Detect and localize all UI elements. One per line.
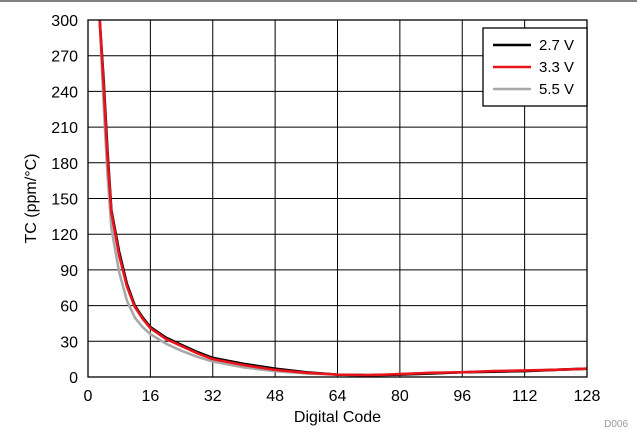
y-tick-label: 0 — [69, 370, 78, 387]
y-tick-label: 30 — [60, 334, 78, 351]
series-line-3-3-V — [98, 20, 587, 377]
y-tick-label: 240 — [51, 84, 78, 101]
x-tick-label: 128 — [574, 388, 601, 405]
y-tick-label: 210 — [51, 120, 78, 137]
x-tick-label: 64 — [329, 388, 347, 405]
y-tick-label: 150 — [51, 192, 78, 209]
legend-label: 5.5 V — [539, 81, 574, 98]
x-tick-label: 0 — [84, 388, 93, 405]
y-tick-label: 180 — [51, 156, 78, 173]
x-tick-label: 112 — [512, 388, 538, 405]
x-tick-label: 16 — [141, 388, 159, 405]
y-tick-label: 60 — [60, 299, 78, 316]
x-tick-label: 96 — [453, 388, 471, 405]
y-axis-title: TC (ppm/°C) — [23, 154, 40, 244]
y-tick-label: 120 — [51, 227, 78, 244]
y-tick-label: 270 — [51, 49, 78, 66]
legend: 2.7 V 3.3 V 5.5 V — [482, 27, 588, 107]
legend-label: 2.7 V — [539, 37, 574, 54]
legend-label: 3.3 V — [539, 59, 574, 76]
x-tick-labels: 0 16 32 48 64 80 96 112 128 — [84, 388, 601, 405]
y-tick-label: 90 — [60, 263, 78, 280]
y-tick-label: 300 — [51, 13, 78, 30]
figure-code: D006 — [604, 419, 628, 430]
x-tick-label: 80 — [391, 388, 409, 405]
x-tick-label: 48 — [266, 388, 284, 405]
plot-frame — [87, 19, 588, 378]
y-tick-labels: 0 30 60 90 120 150 180 210 240 270 300 — [51, 13, 78, 387]
x-axis-title: Digital Code — [294, 409, 381, 426]
x-tick-label: 32 — [204, 388, 222, 405]
series-lines — [98, 20, 587, 377]
